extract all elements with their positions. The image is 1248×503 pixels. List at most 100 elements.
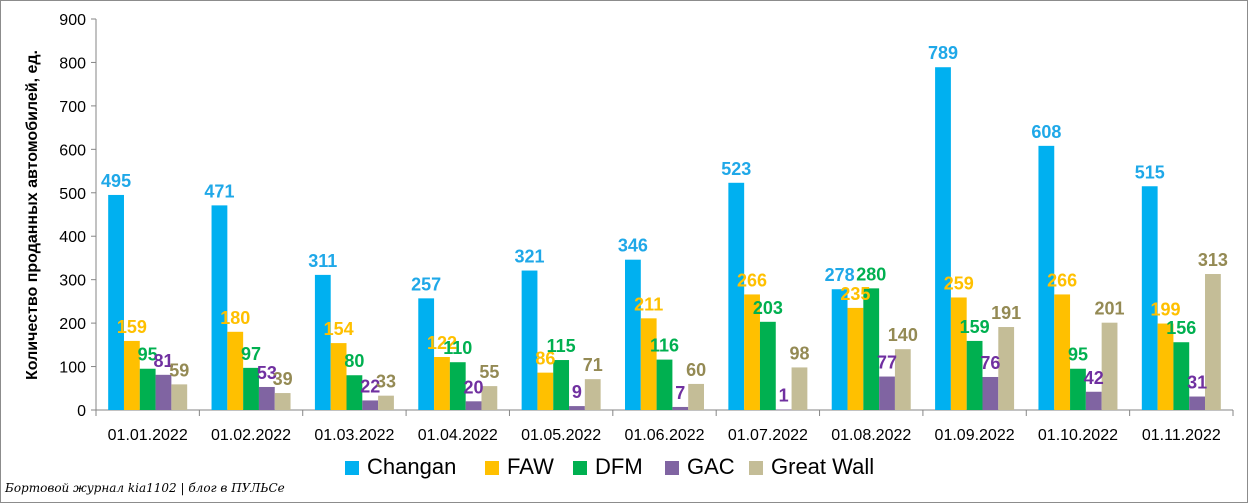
bar-gac xyxy=(775,409,792,411)
bar-gac xyxy=(1189,396,1206,410)
x-tick-label: 01.06.2022 xyxy=(624,427,704,444)
bar-gac xyxy=(155,374,172,410)
data-label: 154 xyxy=(324,319,354,339)
bar-great-wall xyxy=(791,367,808,410)
data-label: 39 xyxy=(273,369,293,389)
bar-dfm xyxy=(759,321,776,410)
bar-gac xyxy=(465,401,482,410)
bar-great-wall xyxy=(378,395,394,410)
x-tick-label: 01.05.2022 xyxy=(521,427,601,444)
bar-gac xyxy=(982,376,999,410)
legend-swatch xyxy=(749,461,763,475)
x-tick-label: 01.08.2022 xyxy=(831,427,911,444)
data-label: 266 xyxy=(1047,270,1077,290)
data-label: 278 xyxy=(825,265,855,285)
bar-faw xyxy=(1157,323,1174,410)
x-tick-label: 01.04.2022 xyxy=(418,427,498,444)
bar-dfm xyxy=(139,368,156,410)
data-label: 33 xyxy=(376,372,396,392)
data-label: 59 xyxy=(169,360,189,380)
data-label: 1 xyxy=(779,386,789,406)
data-label: 77 xyxy=(877,353,897,373)
bar-gac xyxy=(258,386,275,410)
data-label: 608 xyxy=(1031,122,1061,142)
bar-changan xyxy=(728,182,745,410)
y-tick-label: 100 xyxy=(59,360,86,377)
y-tick-label: 900 xyxy=(59,12,86,29)
bar-faw xyxy=(434,356,450,410)
bar-dfm xyxy=(863,288,880,410)
data-label: 266 xyxy=(737,270,767,290)
bar-changan xyxy=(831,289,848,410)
bar-faw xyxy=(123,340,140,410)
data-label: 116 xyxy=(650,336,679,356)
bar-great-wall xyxy=(1205,274,1221,410)
x-tick-label: 01.01.2022 xyxy=(108,427,188,444)
data-label: 97 xyxy=(241,344,261,364)
data-label: 80 xyxy=(344,351,364,371)
bar-dfm xyxy=(1173,342,1190,410)
bar-great-wall xyxy=(688,383,704,410)
data-label: 159 xyxy=(117,317,147,337)
y-tick-label: 0 xyxy=(77,403,86,420)
bar-faw xyxy=(537,372,554,410)
x-tick-label: 01.10.2022 xyxy=(1038,427,1118,444)
bar-dfm xyxy=(346,375,363,410)
data-label: 311 xyxy=(308,251,337,271)
data-label: 471 xyxy=(204,181,234,201)
data-label: 42 xyxy=(1084,368,1104,388)
bar-changan xyxy=(418,298,435,410)
data-label: 180 xyxy=(220,308,250,328)
data-label: 110 xyxy=(443,338,472,358)
legend-swatch xyxy=(573,461,587,475)
data-label: 257 xyxy=(411,274,441,294)
data-label: 53 xyxy=(257,363,277,383)
data-label: 156 xyxy=(1166,318,1196,338)
y-tick-label: 400 xyxy=(59,229,86,246)
legend: Changan FAW DFM GAC Great Wall xyxy=(345,454,874,479)
data-label: 86 xyxy=(535,349,555,369)
bar-faw xyxy=(640,318,657,410)
data-label: 22 xyxy=(360,376,380,396)
data-label: 313 xyxy=(1198,250,1228,270)
bar-great-wall xyxy=(171,384,188,410)
bar-gac xyxy=(362,400,379,410)
footer-credit: Бортовой журнал kia1102 | блог в ПУЛЬСе xyxy=(4,481,285,495)
data-label: 7 xyxy=(675,383,685,403)
y-axis-title-group: Количество проданных автомобилей, ед. xyxy=(24,50,41,380)
data-label: 159 xyxy=(960,317,990,337)
legend-entry: Changan xyxy=(367,454,456,479)
bar-faw xyxy=(330,343,347,410)
bar-dfm xyxy=(243,367,259,410)
y-tick-label: 800 xyxy=(59,55,86,72)
data-label: 523 xyxy=(721,159,751,179)
legend-swatch xyxy=(665,461,679,475)
bar-changan xyxy=(1038,145,1055,410)
bars xyxy=(108,67,1221,411)
data-label: 346 xyxy=(618,236,648,256)
x-tick-label: 01.11.2022 xyxy=(1142,427,1221,444)
bar-great-wall xyxy=(1101,322,1118,410)
bar-dfm xyxy=(656,359,673,410)
data-label: 495 xyxy=(101,171,131,191)
data-label: 81 xyxy=(153,351,173,371)
data-label: 321 xyxy=(515,247,545,267)
data-label: 259 xyxy=(944,273,974,293)
data-label: 71 xyxy=(583,355,603,375)
y-tick-label: 300 xyxy=(59,273,86,290)
bar-dfm xyxy=(553,360,570,410)
bar-faw xyxy=(847,307,864,410)
y-tick-label: 600 xyxy=(59,142,86,159)
data-label: 515 xyxy=(1135,162,1165,182)
bar-changan xyxy=(108,194,124,410)
legend-swatch xyxy=(345,461,359,475)
bar-great-wall xyxy=(998,327,1015,410)
data-label: 98 xyxy=(789,343,809,363)
data-label: 191 xyxy=(991,303,1021,323)
bar-changan xyxy=(625,259,641,410)
data-label: 95 xyxy=(138,345,158,365)
data-label: 211 xyxy=(634,294,663,314)
legend-entry: DFM xyxy=(595,454,643,479)
y-axis-title: Количество проданных автомобилей, ед. xyxy=(24,50,41,380)
